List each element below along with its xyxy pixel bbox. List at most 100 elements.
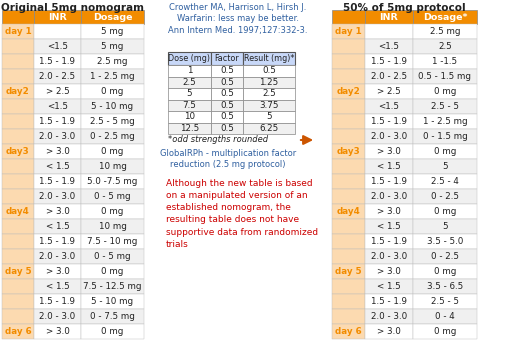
Text: 0 - 4: 0 - 4 <box>435 312 455 321</box>
Bar <box>365 309 413 324</box>
Bar <box>2 324 34 339</box>
Bar <box>2 249 34 264</box>
Bar <box>413 219 477 234</box>
Bar <box>332 114 365 129</box>
Bar <box>81 10 144 24</box>
Bar <box>365 249 413 264</box>
Text: 0.5: 0.5 <box>220 66 234 75</box>
Text: 1.25: 1.25 <box>260 78 278 87</box>
Bar <box>332 264 365 279</box>
Bar <box>413 294 477 309</box>
Bar <box>413 54 477 69</box>
Text: 2.5: 2.5 <box>262 89 276 98</box>
Text: 1.5 - 1.9: 1.5 - 1.9 <box>371 177 407 186</box>
Text: *odd strengths rounded: *odd strengths rounded <box>168 135 268 144</box>
Text: day 5: day 5 <box>335 267 362 276</box>
Text: 0 mg: 0 mg <box>434 327 456 336</box>
Text: 2.0 - 2.5: 2.0 - 2.5 <box>371 72 407 81</box>
Text: INR: INR <box>48 13 67 22</box>
Text: 5: 5 <box>187 89 192 98</box>
Bar <box>332 159 365 174</box>
Bar <box>365 129 413 144</box>
Text: 1.5 - 1.9: 1.5 - 1.9 <box>40 297 75 306</box>
Text: <1.5: <1.5 <box>379 42 400 51</box>
Bar <box>413 264 477 279</box>
Bar <box>2 114 34 129</box>
Bar <box>2 69 34 84</box>
Text: 2.5 - 5 mg: 2.5 - 5 mg <box>90 117 135 126</box>
Bar <box>34 174 81 189</box>
Text: 1.5 - 1.9: 1.5 - 1.9 <box>40 57 75 66</box>
Bar <box>413 39 477 54</box>
Text: 2.0 - 3.0: 2.0 - 3.0 <box>39 192 76 201</box>
Bar <box>81 249 144 264</box>
Bar <box>243 88 295 99</box>
Bar <box>332 69 365 84</box>
Text: 0 - 7.5 mg: 0 - 7.5 mg <box>90 312 135 321</box>
Text: day 1: day 1 <box>5 27 32 36</box>
Text: 2.5: 2.5 <box>438 42 452 51</box>
Text: day3: day3 <box>336 147 360 156</box>
Bar <box>168 99 211 111</box>
Bar <box>413 129 477 144</box>
Bar <box>2 204 34 219</box>
Bar <box>2 144 34 159</box>
Text: < 1.5: < 1.5 <box>46 282 69 291</box>
Bar <box>413 324 477 339</box>
Bar <box>413 10 477 24</box>
Text: day4: day4 <box>6 207 30 216</box>
Text: INR: INR <box>380 13 399 22</box>
Bar <box>413 309 477 324</box>
Bar <box>243 65 295 76</box>
Bar <box>2 264 34 279</box>
Bar <box>34 219 81 234</box>
Bar <box>81 144 144 159</box>
Text: 3.75: 3.75 <box>259 101 279 110</box>
Bar <box>211 52 243 65</box>
Text: 2.0 - 3.0: 2.0 - 3.0 <box>371 132 407 141</box>
Bar <box>243 76 295 88</box>
Text: <1.5: <1.5 <box>47 102 68 111</box>
Text: 1.5 - 1.9: 1.5 - 1.9 <box>40 237 75 246</box>
Text: 0 - 2.5: 0 - 2.5 <box>431 192 459 201</box>
Text: 10: 10 <box>184 112 195 121</box>
Text: Dosage: Dosage <box>93 13 132 22</box>
Bar <box>2 129 34 144</box>
Bar <box>81 324 144 339</box>
Bar <box>332 24 365 39</box>
Text: Dose (mg): Dose (mg) <box>168 54 211 63</box>
Bar <box>81 219 144 234</box>
Text: 2.0 - 3.0: 2.0 - 3.0 <box>39 312 76 321</box>
Bar <box>365 84 413 99</box>
Text: 10 mg: 10 mg <box>99 222 126 231</box>
Bar <box>2 24 34 39</box>
Bar <box>34 114 81 129</box>
Bar <box>365 10 413 24</box>
Text: 0.5: 0.5 <box>262 66 276 75</box>
Text: 2.0 - 3.0: 2.0 - 3.0 <box>39 132 76 141</box>
Bar <box>34 54 81 69</box>
Text: 1.5 - 1.9: 1.5 - 1.9 <box>371 297 407 306</box>
Text: 0 - 5 mg: 0 - 5 mg <box>94 192 131 201</box>
Bar <box>34 159 81 174</box>
Text: 2.5 mg: 2.5 mg <box>430 27 460 36</box>
Text: 0 - 5 mg: 0 - 5 mg <box>94 252 131 261</box>
Text: 6.25: 6.25 <box>260 124 278 133</box>
Text: 3.5 - 5.0: 3.5 - 5.0 <box>427 237 463 246</box>
Text: 1: 1 <box>187 66 192 75</box>
Bar <box>81 99 144 114</box>
Text: 2.5 mg: 2.5 mg <box>97 57 128 66</box>
Text: < 1.5: < 1.5 <box>46 222 69 231</box>
Bar <box>34 309 81 324</box>
Bar <box>2 309 34 324</box>
Text: 1.5 - 1.9: 1.5 - 1.9 <box>371 117 407 126</box>
Bar <box>168 52 211 65</box>
Bar <box>81 234 144 249</box>
Bar <box>81 264 144 279</box>
Text: day4: day4 <box>336 207 360 216</box>
Bar <box>34 84 81 99</box>
Bar <box>34 39 81 54</box>
Text: day3: day3 <box>6 147 30 156</box>
Bar <box>365 279 413 294</box>
Bar <box>34 99 81 114</box>
